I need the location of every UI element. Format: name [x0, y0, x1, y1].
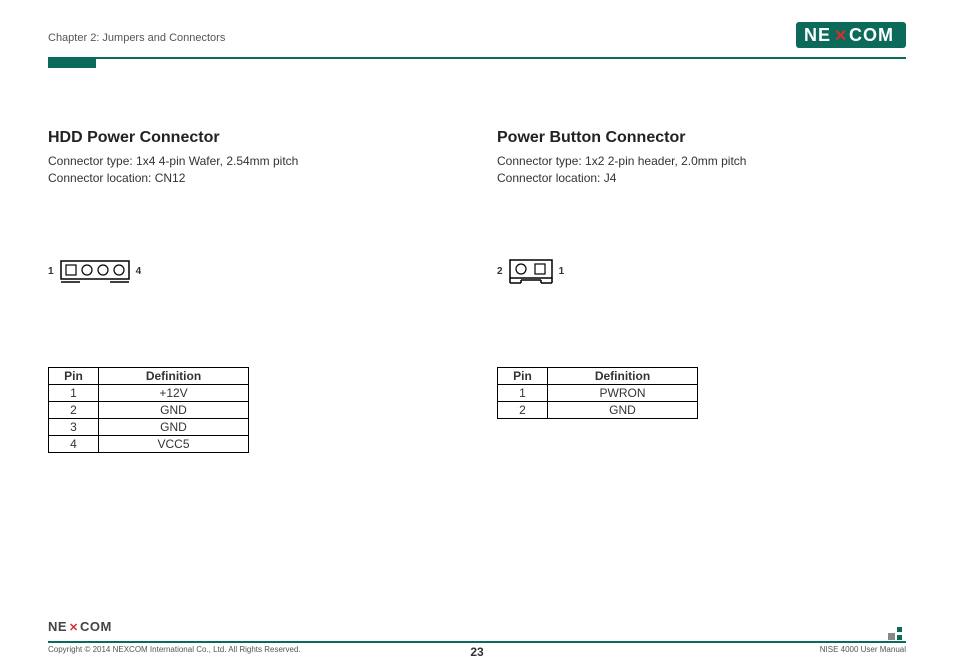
wafer-4pin-icon [60, 260, 130, 284]
manual-name: NISE 4000 User Manual [820, 645, 906, 654]
table-header-def: Definition [99, 367, 249, 384]
main-content: HDD Power Connector Connector type: 1x4 … [48, 129, 906, 453]
table-header-def: Definition [548, 367, 698, 384]
pwr-pin-table: Pin Definition 1PWRON 2GND [497, 367, 698, 419]
table-row: 3GND [49, 418, 249, 435]
table-row: 2GND [498, 401, 698, 418]
right-column: Power Button Connector Connector type: 1… [497, 129, 906, 453]
table-row: 1PWRON [498, 384, 698, 401]
svg-text:✕: ✕ [834, 28, 847, 45]
hdd-title: HDD Power Connector [48, 129, 457, 147]
table-header-pin: Pin [49, 367, 99, 384]
hdd-location: Connector location: CN12 [48, 170, 457, 187]
pwr-location: Connector location: J4 [497, 170, 906, 187]
page-header: Chapter 2: Jumpers and Connectors NE ✕ C… [48, 22, 906, 59]
nexcom-logo: NE ✕ COM [796, 22, 906, 53]
diagram-label-right: 1 [559, 266, 565, 277]
diagram-label-left: 1 [48, 266, 54, 277]
diagram-label-right: 4 [136, 266, 142, 277]
header-2pin-icon [509, 259, 553, 285]
copyright-text: Copyright © 2014 NEXCOM International Co… [48, 645, 301, 654]
hdd-connector-diagram: 1 4 [48, 237, 457, 307]
table-row: 1+12V [49, 384, 249, 401]
page-number: 23 [470, 645, 483, 659]
diagram-label-left: 2 [497, 266, 503, 277]
svg-text:NE: NE [804, 25, 831, 45]
svg-text:✕: ✕ [69, 622, 78, 634]
left-column: HDD Power Connector Connector type: 1x4 … [48, 129, 457, 453]
chapter-title: Chapter 2: Jumpers and Connectors [48, 32, 225, 44]
table-row: 4VCC5 [49, 435, 249, 452]
footer-accent-icon [888, 627, 906, 646]
page-footer: NE ✕ COM Copyright © 2014 NEXCOM Interna… [48, 640, 906, 654]
header-accent-tab [48, 57, 96, 68]
table-header-pin: Pin [498, 367, 548, 384]
svg-text:NE: NE [48, 619, 67, 634]
pwr-connector-diagram: 2 1 [497, 237, 906, 307]
hdd-pin-table: Pin Definition 1+12V 2GND 3GND 4VCC5 [48, 367, 249, 453]
table-row: 2GND [49, 401, 249, 418]
svg-text:COM: COM [849, 25, 894, 45]
svg-text:COM: COM [80, 619, 112, 634]
footer-logo: NE ✕ COM [48, 618, 906, 639]
hdd-type: Connector type: 1x4 4-pin Wafer, 2.54mm … [48, 153, 457, 170]
pwr-type: Connector type: 1x2 2-pin header, 2.0mm … [497, 153, 906, 170]
pwr-title: Power Button Connector [497, 129, 906, 147]
